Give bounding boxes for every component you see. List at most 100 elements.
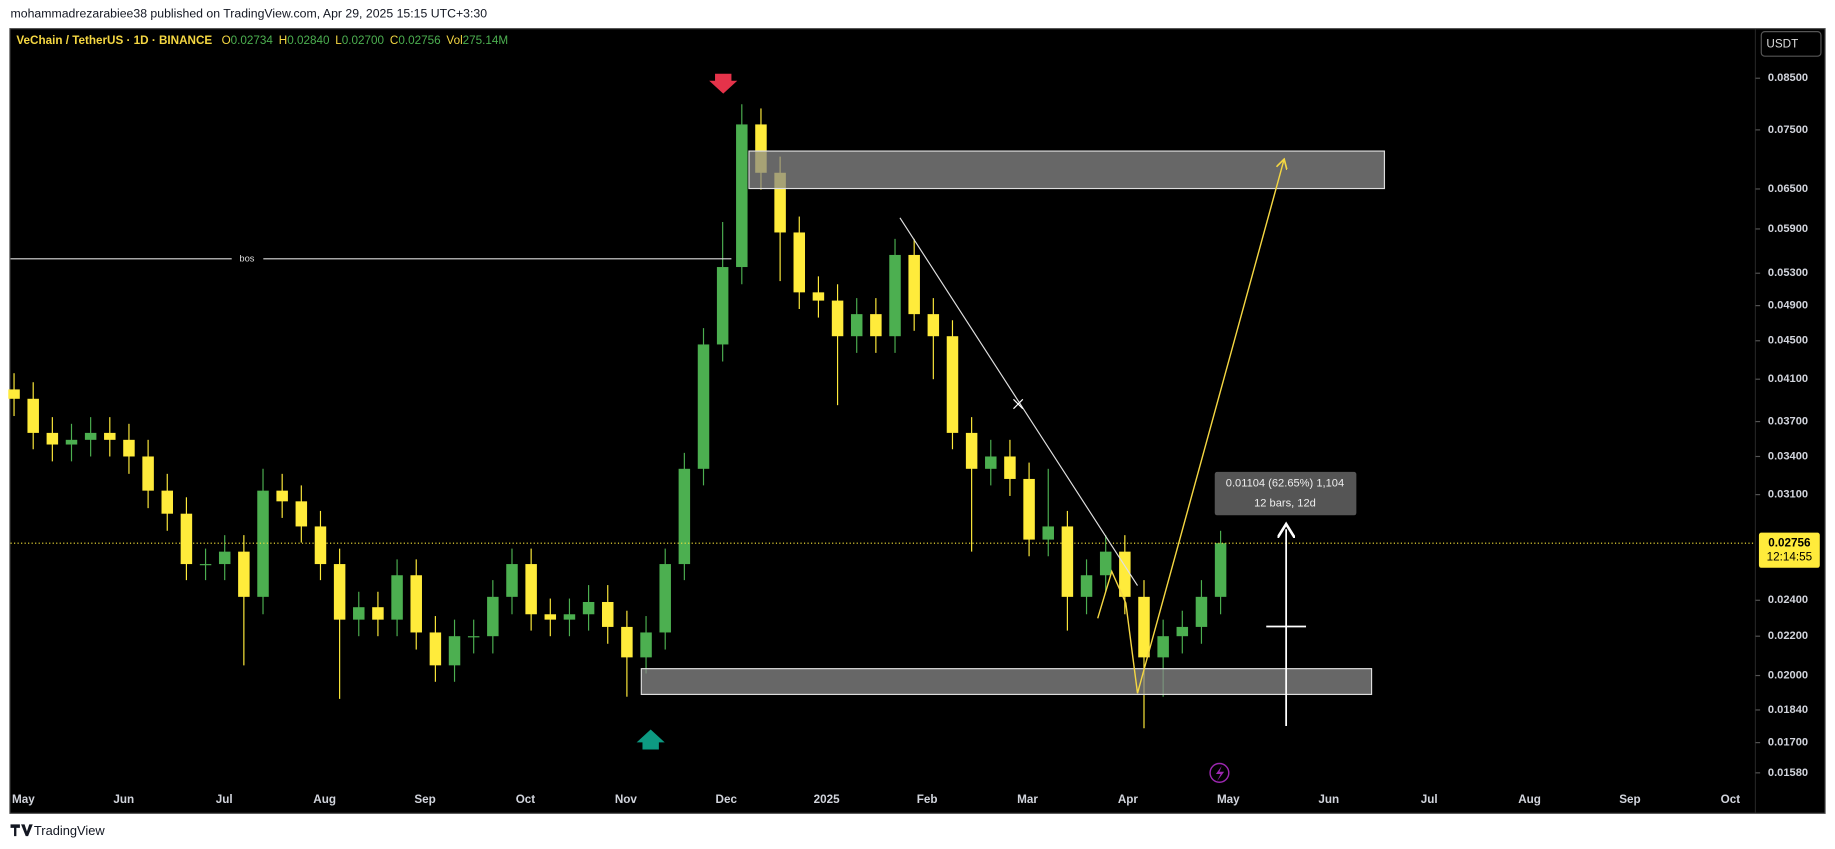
x-tick-label: Sep [1619,793,1640,806]
x-tick-label: Nov [615,793,638,806]
y-tick-label: 0.05900 [1768,223,1808,235]
candle-body [1099,551,1112,576]
y-tick-label: 0.05300 [1768,267,1808,279]
brand-logo [10,824,33,837]
candle-body [8,389,20,399]
y-tick-label: 0.08500 [1768,72,1808,84]
candle-body [831,300,844,337]
candle-body [46,432,59,445]
y-tick-label: 0.03700 [1768,416,1808,428]
x-tick-label: May [1217,793,1240,806]
symbol-legend: VeChain / TetherUS · 1D · BINANCE O 0.027… [16,34,508,47]
candle-body [889,254,901,337]
candle-body [965,432,978,469]
candle-body [755,124,767,173]
y-tick-label: 0.04100 [1768,373,1808,385]
x-tick-label: 2025 [814,793,840,806]
y-tick-label: 0.03400 [1768,450,1808,462]
candle-body [659,564,671,633]
legend-value: 0.02700 [342,34,385,47]
y-tick-label: 0.01700 [1768,737,1808,749]
legend-key: C [390,34,398,47]
candle-body [640,632,652,658]
candle-body [985,456,997,469]
candle-body [774,172,786,233]
measure-text: 0.01104 (62.65%) 1,104 [1226,478,1344,490]
brand-name: TradingView [34,823,105,838]
candle-body [448,636,461,666]
candle-body [65,439,78,445]
last-price-label: 0.02756 [1768,536,1811,549]
event-icon-bolt [1215,765,1225,782]
candle-body [716,267,729,345]
projection-path [1097,160,1284,694]
x-tick-label: Oct [516,793,536,806]
candle-body [314,526,327,565]
y-tick-label: 0.02200 [1768,630,1808,642]
candle-body [180,513,193,565]
candle-body [487,596,499,637]
candle-body [1004,456,1016,479]
candle-body [812,292,825,301]
candle-body [1176,626,1189,637]
legend-value: 0.02840 [287,34,330,47]
candle-body [621,626,633,658]
x-tick-label: May [12,793,35,806]
y-tick-label: 0.07500 [1768,124,1808,136]
x-tick-label: Oct [1721,793,1741,806]
candle-body [736,124,748,268]
candle-body [506,564,518,597]
publisher-line: mohammadrezarabiee38 published on Tradin… [11,6,488,20]
candle-body [697,344,710,469]
measure-text: 12 bars, 12d [1254,497,1316,509]
candle-body [870,314,882,337]
candle-body [467,636,480,638]
top-arrow [709,73,738,94]
legend-value: 0.02734 [231,34,274,47]
candle-body [429,632,442,666]
x-tick-label: Apr [1118,793,1139,806]
candle-body [927,314,940,337]
candle-body [238,551,250,597]
x-tick-label: Mar [1017,793,1038,806]
candle-body [1119,551,1131,597]
candle-body [199,564,212,566]
bos-bg [231,251,264,266]
candle-body [84,432,97,440]
event-icon[interactable] [1209,762,1230,783]
x-tick-label: Sep [414,793,435,806]
candle-body [142,456,154,491]
candle-body [257,490,269,597]
x-tick-label: Jun [113,793,134,806]
candle-body [27,398,39,433]
currency-label: USDT [1766,38,1798,51]
candle-body [563,614,576,620]
last-price-box [1758,532,1820,568]
y-tick-label: 0.06500 [1768,183,1808,195]
trendline-handle [1013,398,1024,410]
candle-body [544,614,557,620]
bottom-arrow [636,729,665,750]
candle-body [602,601,614,627]
x-tick-label: Jul [216,793,233,806]
y-tick-label: 0.03100 [1768,489,1808,501]
demand-zone [640,668,1373,696]
candle-body [582,601,595,615]
x-tick-label: Jun [1318,793,1339,806]
chart-pane [9,28,1826,814]
legend-key: Vol [446,34,462,47]
y-tick-label: 0.02400 [1768,594,1808,606]
candle-body [276,490,288,502]
candle-body [1214,543,1227,597]
candle-body [908,254,920,315]
candle-body [1061,526,1074,597]
legend-key: O [222,34,231,47]
legend-value: 275.14M [463,34,508,47]
legend-key: L [335,34,342,47]
currency-button[interactable] [1760,31,1822,57]
candle-body [391,575,403,620]
y-tick-label: 0.01580 [1768,767,1808,779]
candle-body [946,336,959,433]
candle-body [333,564,346,620]
